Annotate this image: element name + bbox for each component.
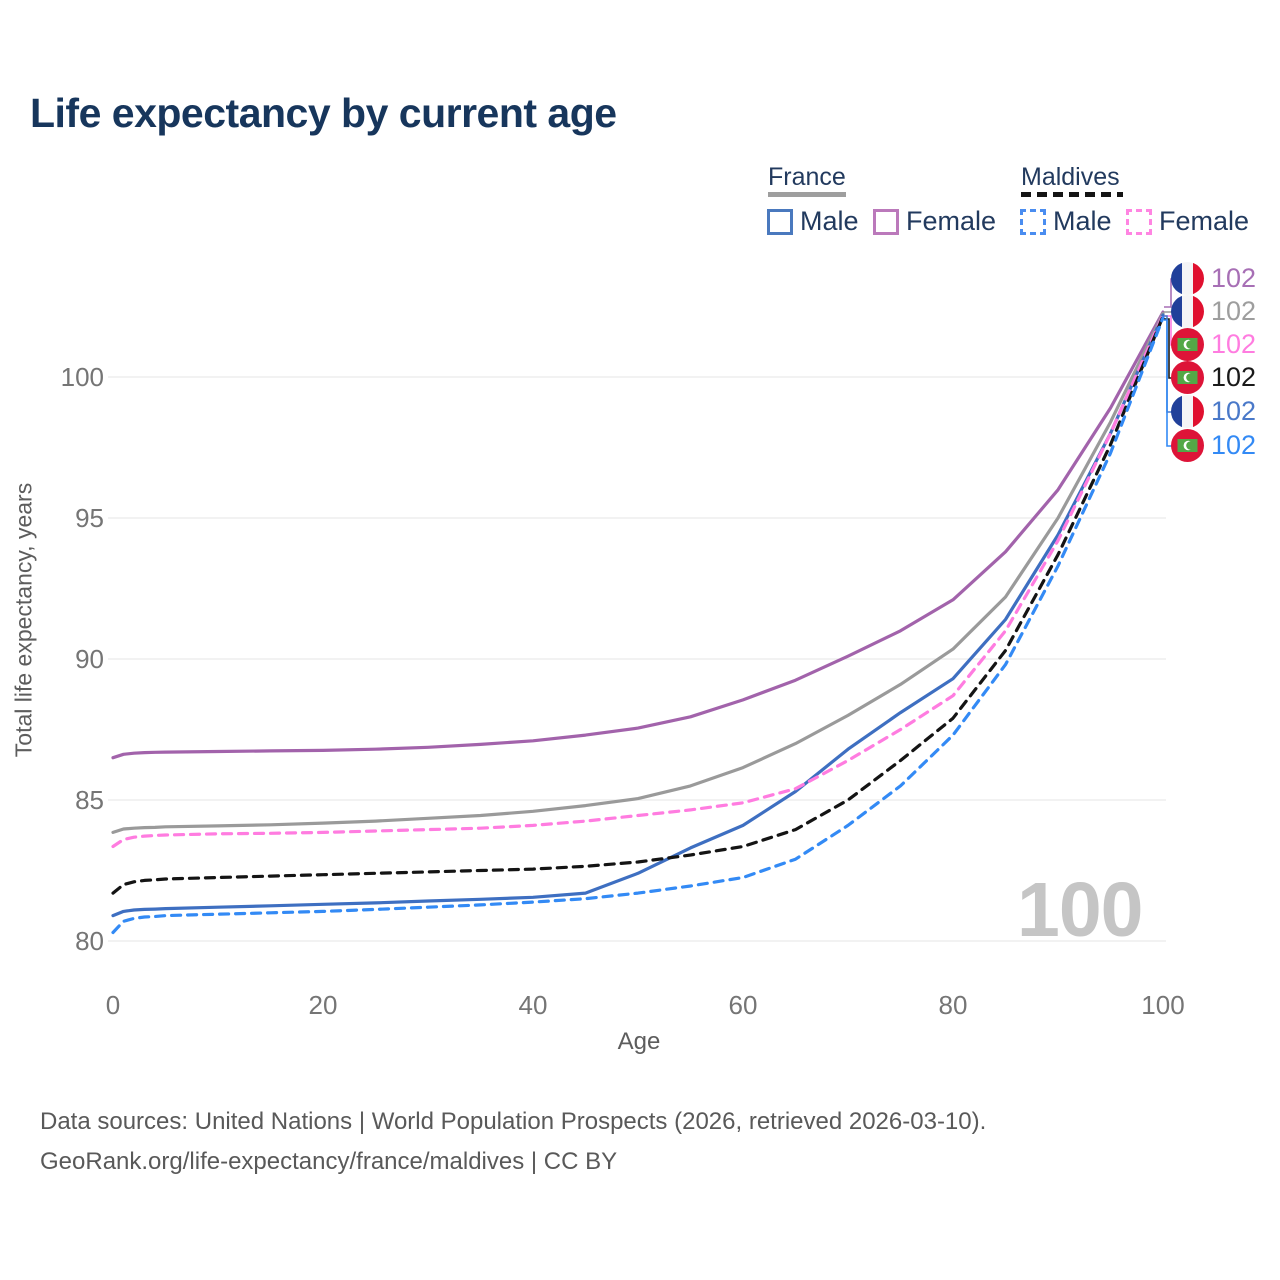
france-flag-icon	[1171, 395, 1204, 428]
legend-item-label: Female	[906, 206, 997, 236]
end-label-row-maldives-both-sexes: 102	[1171, 361, 1256, 394]
end-value-label: 102	[1211, 396, 1257, 426]
x-tick-label: 60	[729, 990, 758, 1020]
maldives-female-swatch-icon	[1126, 208, 1152, 235]
france-male-swatch-icon	[767, 208, 793, 235]
x-tick-label: 20	[309, 990, 338, 1020]
x-tick-label: 80	[939, 990, 968, 1020]
end-label-row-maldives-female: 102	[1171, 328, 1256, 361]
legend-item-france-female[interactable]: Female	[873, 206, 996, 237]
legend-item-maldives-male[interactable]: Male	[1020, 206, 1112, 237]
attribution-link-text: GeoRank.org/life-expectancy/france/maldi…	[40, 1148, 618, 1175]
end-value-label: 102	[1211, 362, 1257, 392]
series-line-maldives-both-sexes	[111, 314, 1165, 895]
end-label-row-france-male: 102	[1171, 395, 1256, 428]
data-sources-text: Data sources: United Nations | World Pop…	[40, 1108, 987, 1135]
legend-item-label: Male	[1053, 206, 1112, 236]
y-tick-label: 80	[75, 926, 104, 956]
series-line-france-female	[111, 310, 1165, 760]
y-tick-label: 100	[61, 362, 104, 392]
watermark-100: 100	[1017, 867, 1143, 953]
end-value-label: 102	[1211, 296, 1257, 326]
france-flag-icon	[1171, 295, 1204, 328]
series-line-maldives-male	[111, 316, 1165, 935]
end-value-label: 102	[1211, 430, 1257, 460]
end-label-row-maldives-male: 102	[1171, 429, 1256, 462]
maldives-male-swatch-icon	[1020, 208, 1046, 235]
france-female-swatch-icon	[873, 208, 899, 235]
legend-underline-france	[768, 192, 846, 197]
y-tick-label: 85	[75, 785, 104, 815]
page-title: Life expectancy by current age	[30, 90, 617, 136]
legend-underline-maldives	[1021, 192, 1123, 197]
maldives-flag-icon	[1171, 361, 1204, 394]
series-line-france-both-sexes	[111, 312, 1165, 834]
end-value-label: 102	[1211, 329, 1257, 359]
series-line-maldives-female	[111, 313, 1165, 849]
legend-item-label: Male	[800, 206, 859, 236]
end-label-row-france-both-sexes: 102	[1171, 295, 1256, 328]
y-tick-label: 95	[75, 503, 104, 533]
legend-item-france-male[interactable]: Male	[767, 206, 859, 237]
maldives-flag-icon	[1171, 429, 1204, 462]
x-axis-title: Age	[617, 1028, 661, 1055]
x-tick-label: 0	[106, 990, 120, 1020]
legend-group-maldives: Maldives	[1021, 163, 1120, 191]
end-label-row-france-female: 102	[1171, 262, 1256, 295]
y-tick-label: 90	[75, 644, 104, 674]
y-axis-title: Total life expectancy, years	[10, 482, 37, 758]
end-value-label: 102	[1211, 263, 1257, 293]
series-line-france-male	[111, 313, 1165, 918]
x-tick-label: 40	[519, 990, 548, 1020]
x-tick-label: 100	[1141, 990, 1184, 1020]
maldives-flag-icon	[1171, 328, 1204, 361]
legend-item-maldives-female[interactable]: Female	[1126, 206, 1249, 237]
legend-item-label: Female	[1159, 206, 1250, 236]
france-flag-icon	[1171, 262, 1204, 295]
legend-group-france: France	[768, 163, 846, 191]
